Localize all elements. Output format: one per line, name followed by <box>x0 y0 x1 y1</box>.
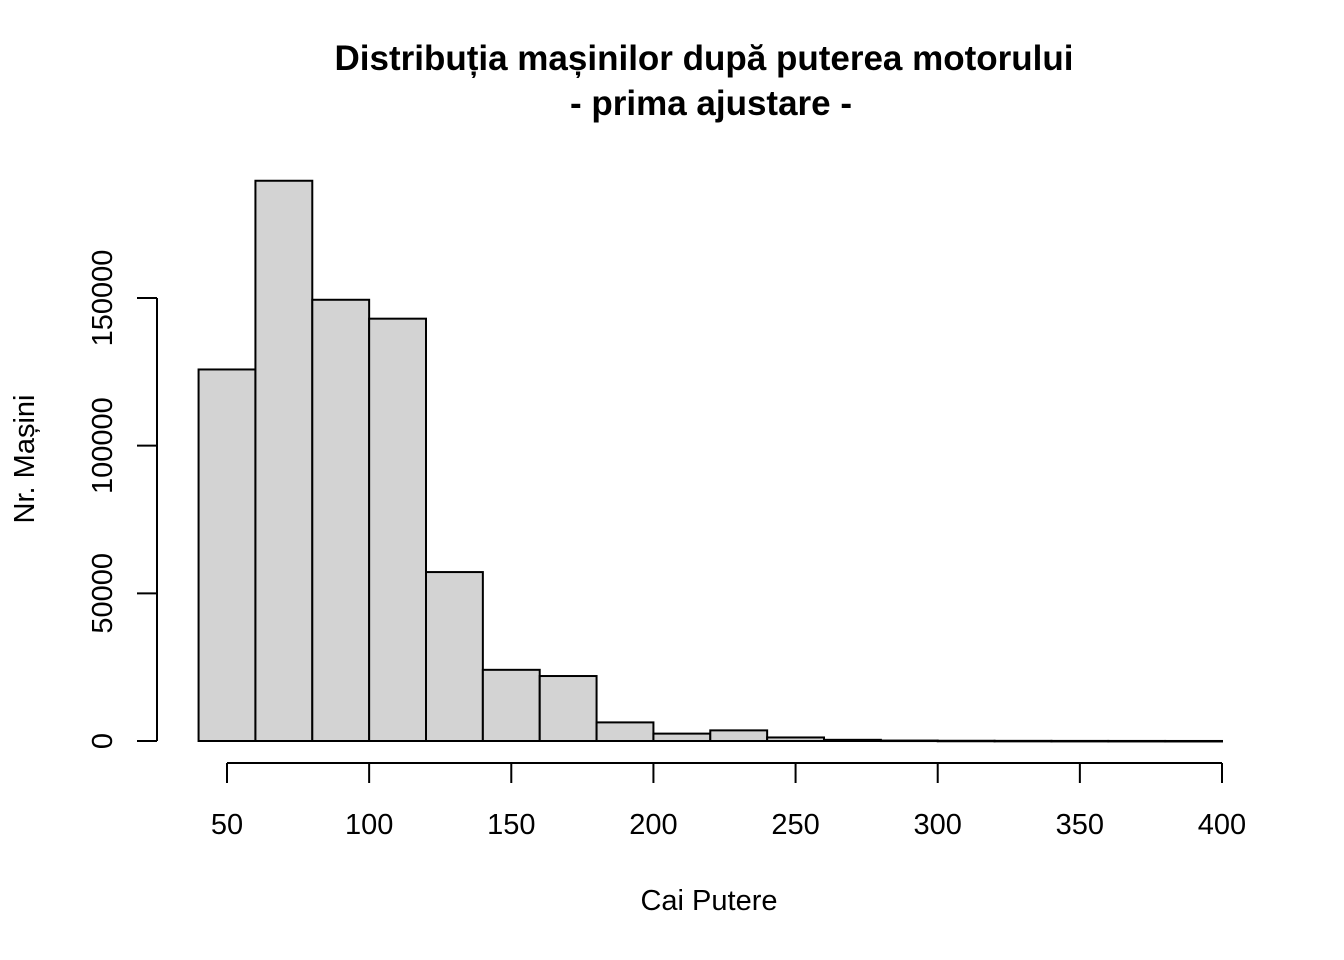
y-tick-label: 50000 <box>87 553 119 634</box>
bars-group <box>197 179 1223 743</box>
histogram-bar <box>595 721 655 742</box>
histogram-bar <box>481 668 541 742</box>
histogram-bar <box>879 739 939 743</box>
x-tick-label: 200 <box>629 809 677 841</box>
histogram-bar <box>766 736 826 742</box>
x-tick-label: 300 <box>914 809 962 841</box>
y-axis: 0 50000 100000 150000 <box>87 250 158 749</box>
x-tick-label: 350 <box>1056 809 1104 841</box>
y-tick-label: 0 <box>87 733 119 749</box>
x-axis-label: Cai Putere <box>640 885 777 917</box>
histogram-bar <box>709 729 769 742</box>
x-tick-label: 150 <box>487 809 535 841</box>
histogram-bar <box>652 732 712 742</box>
x-tick-label: 400 <box>1198 809 1246 841</box>
histogram-bar <box>1164 739 1223 743</box>
y-tick-label: 150000 <box>87 250 119 347</box>
x-axis: 50 100 150 200 250 300 350 400 <box>211 762 1246 841</box>
chart-subtitle: - prima ajustare - <box>570 84 852 123</box>
histogram-bar <box>538 675 598 743</box>
x-tick-label: 250 <box>771 809 819 841</box>
chart-title: Distribuția mașinilor după puterea motor… <box>335 39 1074 78</box>
histogram-bar <box>425 571 484 742</box>
histogram-bar <box>823 738 882 742</box>
x-tick-label: 100 <box>345 809 393 841</box>
histogram-bar <box>254 179 314 742</box>
histogram-bar <box>993 739 1053 743</box>
y-axis-label: Nr. Mașini <box>9 395 41 524</box>
histogram-bar <box>1050 739 1110 743</box>
histogram-bar <box>311 298 371 742</box>
histogram-bar <box>1107 739 1167 743</box>
x-tick-label: 50 <box>211 809 243 841</box>
y-tick-label: 100000 <box>87 397 119 494</box>
histogram-bar <box>197 368 257 742</box>
histogram-bar <box>368 317 427 742</box>
histogram-bar <box>936 739 996 743</box>
